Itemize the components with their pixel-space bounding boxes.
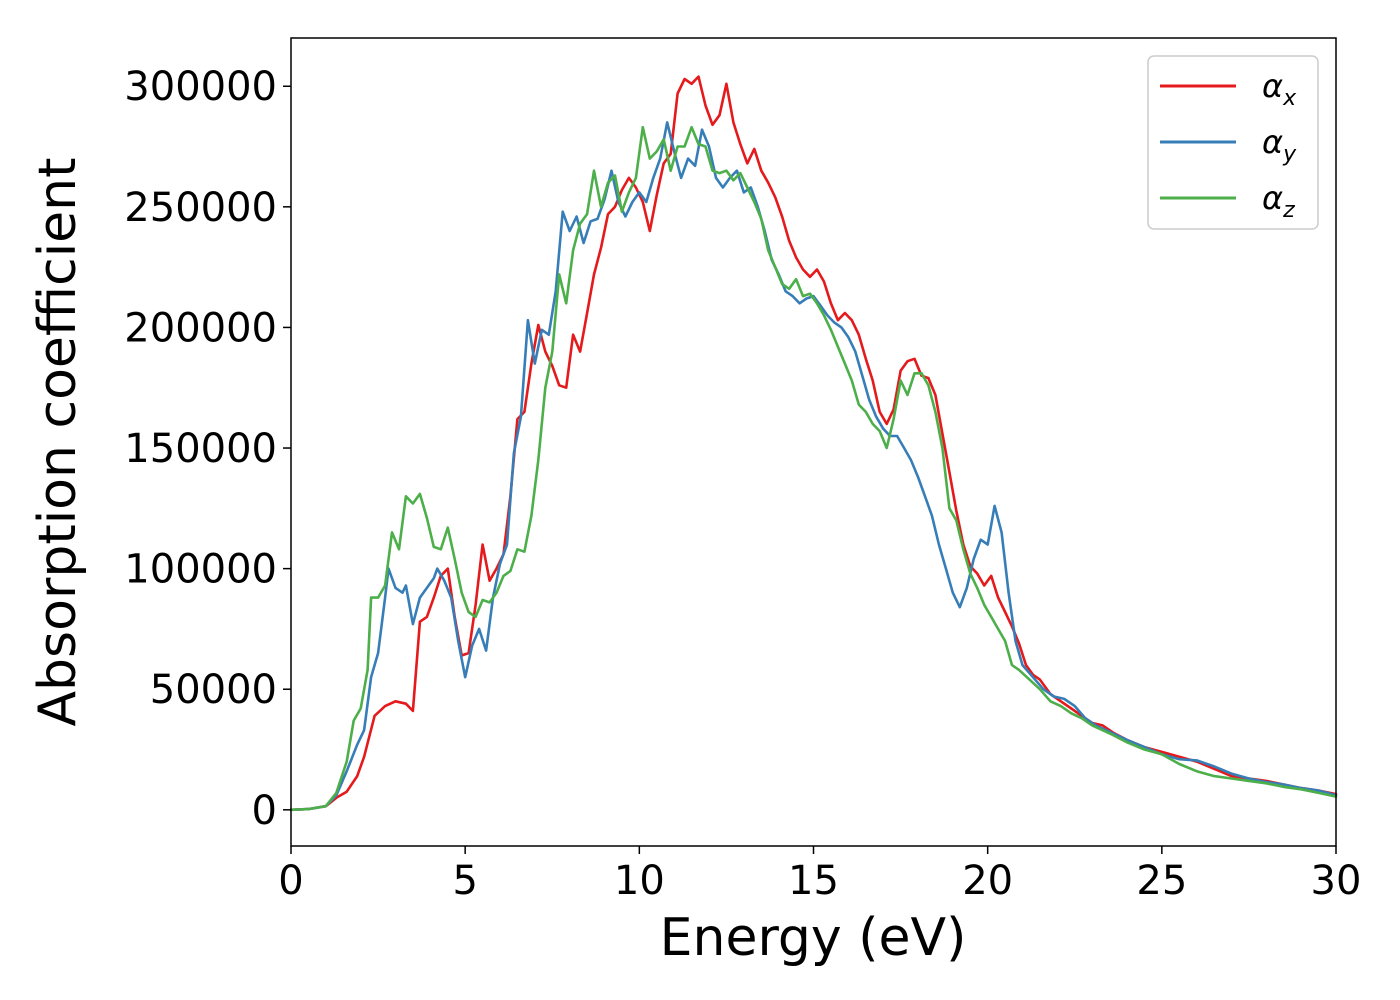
x-tick-label: 10: [614, 858, 665, 904]
x-tick-label: 15: [788, 858, 839, 904]
series-line-alpha-z: [289, 125, 1338, 812]
x-axis-label: Energy (eV): [660, 908, 967, 968]
x-tick-label: 5: [452, 858, 477, 904]
x-tick-label: 0: [278, 858, 303, 904]
y-tick-label: 200000: [124, 305, 277, 351]
legend-label-alpha-z: αz: [1262, 179, 1295, 223]
x-tick-label: 20: [962, 858, 1013, 904]
y-tick-label: 0: [252, 788, 277, 834]
plot-lines: [289, 75, 1338, 812]
y-tick-label: 150000: [124, 426, 277, 472]
y-axis-label: Absorption coefficient: [28, 157, 88, 726]
legend-label-alpha-y: αy: [1262, 123, 1297, 167]
y-axis: 0 50000 100000 150000 200000 250000 300000: [124, 64, 291, 834]
series-line-alpha-x: [289, 75, 1338, 812]
legend: αx αy αz: [1147, 55, 1319, 230]
legend-label-alpha-x: αx: [1262, 67, 1297, 111]
y-tick-label: 100000: [124, 547, 277, 593]
x-tick-label: 25: [1136, 858, 1187, 904]
y-tick-label: 50000: [150, 667, 277, 713]
x-tick-label: 30: [1311, 858, 1362, 904]
series-line-alpha-y: [289, 121, 1338, 812]
y-tick-label: 300000: [124, 64, 277, 110]
x-axis: 0 5 10 15 20 25 30: [278, 846, 1361, 904]
y-tick-label: 250000: [124, 185, 277, 231]
